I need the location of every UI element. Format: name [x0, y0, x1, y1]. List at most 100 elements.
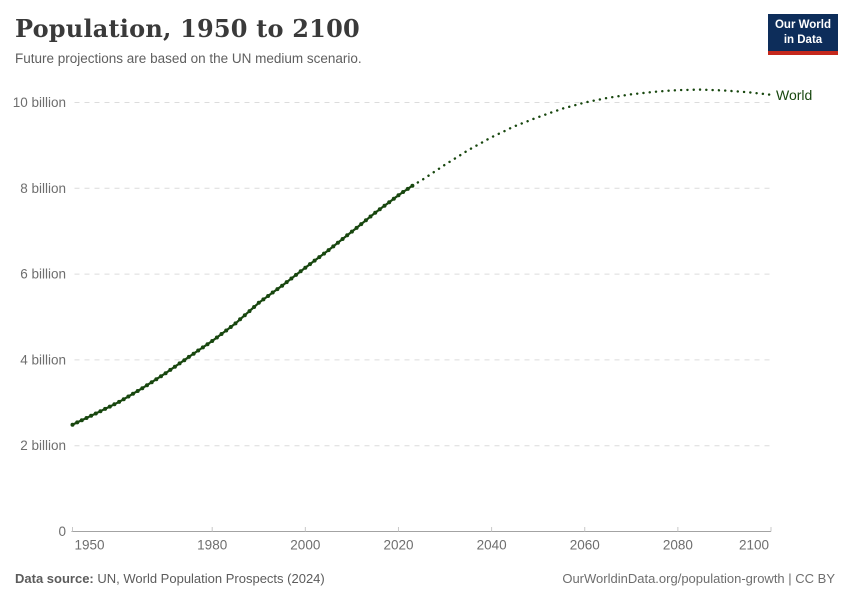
series-point: [256, 300, 261, 305]
series-point: [331, 244, 336, 249]
series-point: [126, 394, 131, 399]
series-point: [247, 309, 252, 314]
series-line-projection: [411, 88, 773, 187]
series-point: [312, 258, 317, 263]
series-point: [294, 272, 298, 277]
attribution-link[interactable]: OurWorldinData.org/population-growth | C…: [562, 571, 835, 586]
owid-logo[interactable]: Our World in Data: [768, 14, 838, 55]
series-point: [335, 240, 340, 245]
series-point: [224, 328, 229, 333]
x-axis-label: 2100: [739, 538, 769, 553]
series-point: [242, 313, 247, 318]
series-end-label[interactable]: World: [776, 87, 812, 103]
x-axis-label: 1950: [74, 538, 104, 553]
x-axis-label: 2060: [570, 538, 600, 553]
series-point: [238, 317, 243, 322]
y-axis-label: 10 billion: [13, 95, 66, 110]
series-point: [112, 402, 117, 407]
y-axis-label: 2 billion: [20, 438, 66, 453]
y-axis-label: 0: [58, 524, 66, 539]
y-axis-label: 8 billion: [20, 181, 66, 196]
series-point: [177, 361, 182, 366]
series-point: [233, 321, 238, 326]
series-point: [75, 420, 80, 425]
data-source-value: UN, World Population Prospects (2024): [93, 571, 325, 586]
series-point: [205, 342, 210, 347]
series-point: [359, 222, 364, 227]
series-point: [219, 332, 224, 336]
series-point: [377, 207, 382, 212]
y-axis-label: 4 billion: [20, 352, 66, 367]
series-point: [322, 251, 326, 256]
series-point: [70, 422, 75, 427]
series-point: [275, 287, 280, 292]
chart-subtitle: Future projections are based on the UN m…: [15, 51, 362, 66]
data-source-note: Data source: UN, World Population Prospe…: [15, 571, 325, 586]
series-point: [391, 196, 396, 201]
series-point: [159, 374, 163, 379]
x-axis-label: 2020: [383, 538, 413, 553]
series-point: [326, 248, 331, 253]
y-axis-label: 6 billion: [20, 267, 66, 282]
series-point: [345, 233, 350, 238]
series-point: [252, 305, 257, 309]
owid-logo-line2: in Data: [783, 33, 823, 46]
series-line-historical: [72, 184, 414, 426]
series-point: [191, 351, 196, 356]
series-point: [117, 399, 122, 404]
series-point: [284, 280, 289, 285]
series-point: [103, 406, 108, 411]
series-point: [131, 391, 135, 396]
series-point: [308, 262, 312, 267]
series-point: [121, 397, 126, 402]
series-point: [135, 389, 140, 393]
series-point: [298, 269, 303, 274]
series-point: [228, 325, 233, 329]
series-point: [214, 335, 219, 340]
series-point: [154, 377, 159, 382]
owid-logo-line1: Our World: [774, 19, 831, 31]
series-point: [89, 413, 94, 418]
series-point: [172, 364, 177, 369]
x-axis-label: 2000: [290, 538, 320, 553]
series-point: [200, 345, 205, 350]
data-source-label: Data source:: [15, 571, 94, 586]
series-point: [317, 255, 322, 260]
series-point: [140, 386, 145, 391]
series-point: [149, 380, 154, 385]
series-point: [261, 297, 266, 302]
series-point: [354, 225, 359, 230]
series-point: [373, 210, 378, 215]
series-point: [93, 411, 98, 416]
series-point: [387, 200, 392, 205]
series-point: [145, 383, 149, 388]
series-point: [382, 203, 387, 208]
series-point: [79, 418, 84, 423]
series-point: [163, 371, 168, 376]
series-point: [182, 358, 187, 363]
x-axis-label: 2080: [663, 538, 693, 553]
series-point: [84, 416, 89, 420]
series-point: [410, 183, 415, 188]
series-point: [368, 214, 373, 219]
series-point: [210, 339, 215, 343]
series-point: [401, 190, 406, 194]
series-point: [186, 354, 191, 359]
series-point: [168, 367, 173, 372]
series-point: [363, 218, 368, 223]
series-point: [270, 290, 275, 295]
series-point: [98, 409, 103, 414]
page-title: Population, 1950 to 2100: [15, 14, 360, 43]
series-point: [196, 348, 201, 353]
x-axis-label: 1980: [197, 538, 227, 553]
series-point: [396, 193, 401, 198]
series-point: [266, 294, 271, 298]
x-axis-label: 2040: [477, 538, 507, 553]
series-point: [289, 276, 294, 281]
series-point: [405, 186, 410, 191]
series-point: [303, 265, 308, 270]
series-point: [349, 229, 354, 234]
series-point: [107, 404, 112, 409]
